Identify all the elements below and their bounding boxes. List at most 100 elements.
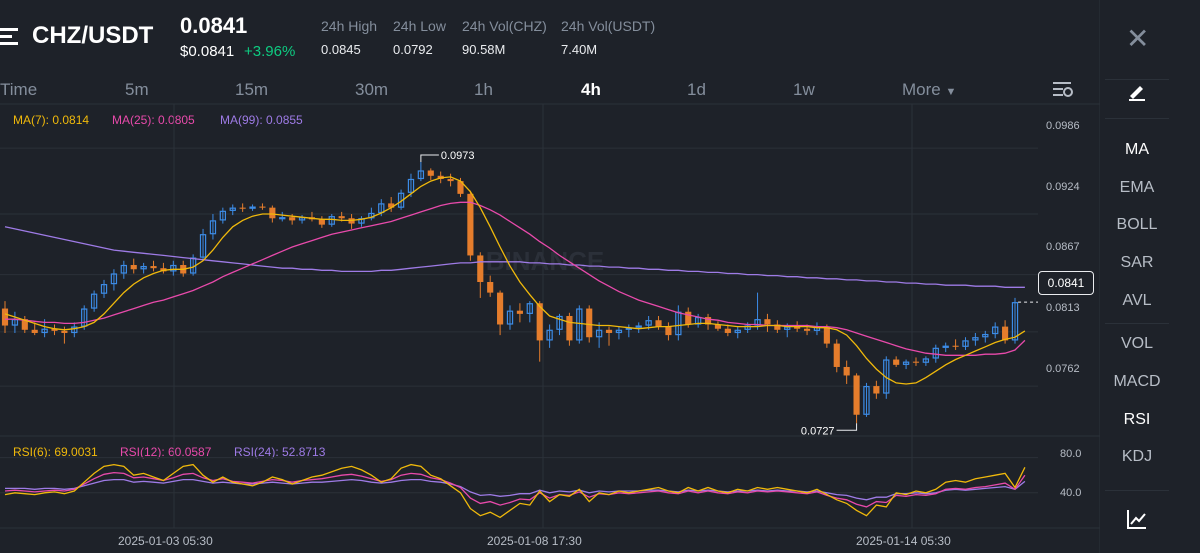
indicator-ema[interactable]: EMA (1119, 179, 1155, 196)
candle-body (685, 311, 692, 325)
candle-body (595, 329, 603, 338)
ma7-legend: MA(7): 0.0814 (13, 113, 90, 127)
candle-body (328, 216, 335, 225)
candle-body (942, 345, 949, 348)
candle-body (427, 170, 434, 176)
pair-title[interactable]: CHZ/USDT (32, 22, 154, 49)
current-price-tag: 0.0841 (1038, 271, 1094, 295)
candle-body (1002, 326, 1009, 341)
tab-1w[interactable]: 1w (793, 80, 815, 99)
candle-body (764, 319, 771, 325)
tab-1h[interactable]: 1h (474, 80, 493, 99)
candle-body (506, 310, 514, 325)
high-label: 0.0973 (441, 150, 475, 162)
chart-settings-icon[interactable] (1052, 80, 1074, 103)
last-price: 0.0841 (180, 13, 248, 38)
price-change: +3.96% (244, 43, 296, 60)
rsi24-line (5, 478, 1026, 501)
candle-body (932, 347, 939, 359)
candle-body (31, 329, 38, 333)
candle-body (734, 329, 741, 334)
rsi12-legend: RSI(12): 60.0587 (120, 445, 212, 459)
tab-30m[interactable]: 30m (355, 80, 389, 99)
candle-body (586, 308, 593, 338)
tab-5m[interactable]: 5m (125, 80, 149, 99)
candlestick-chart[interactable]: BINANCE 0.0973 0.0727 (0, 0, 1100, 553)
candle-body (209, 220, 217, 235)
candle-body (150, 266, 157, 269)
draw-tool-icon[interactable] (1126, 80, 1148, 107)
candle-body (853, 375, 860, 415)
candle-body (576, 308, 583, 341)
candle-body (774, 324, 781, 330)
time-axis-label: 2025-01-08 17:30 (487, 534, 582, 548)
tab-1d[interactable]: 1d (687, 80, 706, 99)
candle-body (219, 210, 227, 221)
stat-low-value: 0.0792 (393, 42, 433, 57)
indicator-avl[interactable]: AVL (1122, 292, 1152, 309)
sidebar-divider (1105, 323, 1169, 324)
candle-body (823, 326, 830, 344)
candle-body (1, 308, 9, 326)
indicator-sar[interactable]: SAR (1120, 254, 1154, 271)
candle-body (90, 293, 98, 309)
candle-body (1011, 302, 1019, 341)
candle-body (833, 343, 840, 367)
sidebar-divider (1105, 118, 1169, 119)
indicator-macd[interactable]: MACD (1113, 373, 1161, 390)
watermark-text: BINANCE (486, 246, 604, 276)
price-axis-label: 0.0986 (1046, 120, 1080, 132)
candle-body (487, 282, 494, 293)
candle-body (51, 328, 58, 331)
rsi12-line (4, 471, 1026, 508)
candle-body (447, 178, 454, 182)
candle-body (61, 330, 68, 333)
candle-body (318, 219, 325, 225)
tab-4h[interactable]: 4h (581, 80, 601, 99)
close-icon[interactable]: ✕ (1126, 23, 1150, 54)
candle-body (407, 178, 415, 193)
candle-body (982, 333, 989, 338)
indicator-boll[interactable]: BOLL (1116, 216, 1158, 233)
candle-body (566, 315, 573, 341)
candle-body (873, 386, 880, 394)
stat-vol-base-value: 90.58M (462, 42, 506, 57)
candle-body (912, 361, 920, 363)
candle-body (893, 359, 900, 365)
candle-body (110, 273, 118, 285)
candle-body (130, 265, 137, 270)
ma99-legend: MA(99): 0.0855 (220, 113, 303, 127)
candle-body (922, 358, 930, 363)
candle-body (972, 337, 979, 341)
indicator-ma[interactable]: MA (1125, 141, 1149, 158)
tab-15m[interactable]: 15m (235, 80, 269, 99)
trend-chart-icon[interactable] (1126, 508, 1148, 535)
candle-body (21, 319, 28, 330)
candle-body (497, 292, 504, 325)
price-axis-label: 0.0813 (1046, 302, 1080, 314)
ma-lines (4, 176, 1026, 385)
time-axis-label: 2025-01-14 05:30 (856, 534, 951, 548)
low-label: 0.0727 (801, 425, 835, 437)
candle-body (704, 317, 712, 325)
candle-body (259, 206, 266, 208)
menu-icon[interactable] (0, 26, 20, 46)
candle-body (397, 192, 405, 208)
candle-body (714, 324, 722, 329)
indicator-rsi[interactable]: RSI (1123, 411, 1151, 428)
candle-body (71, 326, 78, 334)
indicator-vol[interactable]: VOL (1120, 335, 1153, 352)
indicator-kdj[interactable]: KDJ (1121, 448, 1153, 465)
candle-body (100, 284, 108, 294)
candle-body (655, 320, 662, 327)
sidebar-divider (1105, 79, 1169, 80)
tab-more[interactable]: More ▼ (902, 80, 956, 100)
price-axis-label: 0.0924 (1046, 181, 1080, 193)
candle-body (863, 385, 870, 415)
chart-grid (0, 0, 1100, 553)
rsi-axis-label: 80.0 (1060, 448, 1082, 460)
candle-body (526, 303, 533, 314)
tab-time[interactable]: Time (0, 80, 38, 99)
stat-low-label: 24h Low (393, 18, 446, 34)
candles (1, 161, 1019, 424)
